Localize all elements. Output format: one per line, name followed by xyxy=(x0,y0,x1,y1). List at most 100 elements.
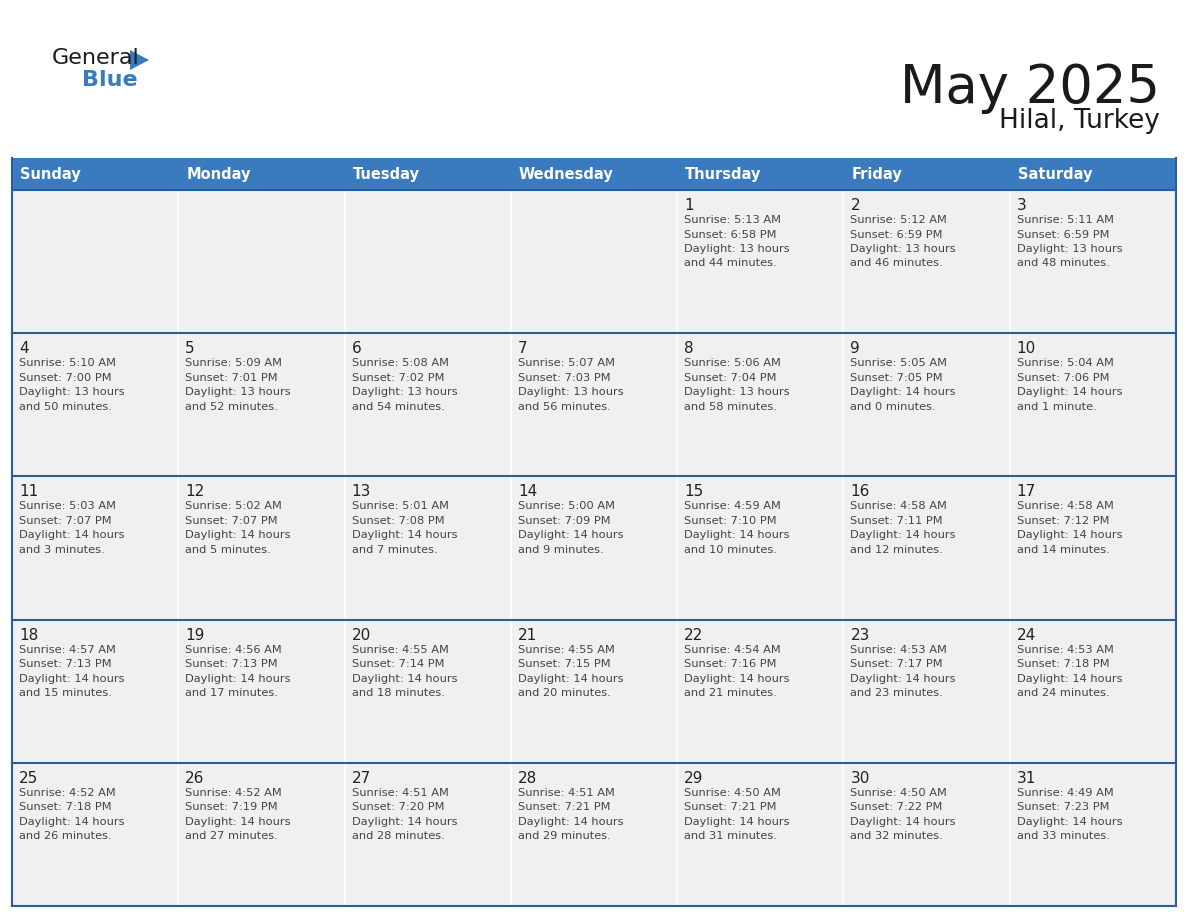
Bar xyxy=(1010,333,1176,476)
Text: 31: 31 xyxy=(1017,771,1036,786)
Text: and 58 minutes.: and 58 minutes. xyxy=(684,402,777,411)
Text: and 15 minutes.: and 15 minutes. xyxy=(19,688,112,698)
Text: Daylight: 13 hours: Daylight: 13 hours xyxy=(185,387,291,397)
Bar xyxy=(677,333,843,476)
Text: Sunset: 7:12 PM: Sunset: 7:12 PM xyxy=(1017,516,1110,526)
Text: 26: 26 xyxy=(185,771,204,786)
Text: 23: 23 xyxy=(851,628,870,643)
Text: and 27 minutes.: and 27 minutes. xyxy=(185,832,278,841)
Text: Sunrise: 4:50 AM: Sunrise: 4:50 AM xyxy=(851,788,947,798)
Text: Sunset: 7:09 PM: Sunset: 7:09 PM xyxy=(518,516,611,526)
Text: 22: 22 xyxy=(684,628,703,643)
Text: and 32 minutes.: and 32 minutes. xyxy=(851,832,943,841)
Text: 14: 14 xyxy=(518,485,537,499)
Bar xyxy=(677,763,843,906)
Bar xyxy=(345,333,511,476)
Bar xyxy=(511,190,677,333)
Text: Sunset: 7:11 PM: Sunset: 7:11 PM xyxy=(851,516,943,526)
Text: Daylight: 14 hours: Daylight: 14 hours xyxy=(1017,531,1123,541)
Text: Sunrise: 4:52 AM: Sunrise: 4:52 AM xyxy=(185,788,282,798)
Bar xyxy=(178,190,345,333)
Text: Wednesday: Wednesday xyxy=(519,166,614,182)
Text: and 56 minutes.: and 56 minutes. xyxy=(518,402,611,411)
Text: Daylight: 14 hours: Daylight: 14 hours xyxy=(185,817,291,827)
Text: Daylight: 14 hours: Daylight: 14 hours xyxy=(518,817,624,827)
Bar xyxy=(1010,158,1176,190)
Bar xyxy=(843,763,1010,906)
Text: Sunrise: 5:05 AM: Sunrise: 5:05 AM xyxy=(851,358,947,368)
Text: Sunset: 7:23 PM: Sunset: 7:23 PM xyxy=(1017,802,1110,812)
Text: and 44 minutes.: and 44 minutes. xyxy=(684,259,777,268)
Bar xyxy=(677,190,843,333)
Bar xyxy=(677,158,843,190)
Text: Sunrise: 4:58 AM: Sunrise: 4:58 AM xyxy=(851,501,947,511)
Text: Sunset: 7:02 PM: Sunset: 7:02 PM xyxy=(352,373,444,383)
Text: and 17 minutes.: and 17 minutes. xyxy=(185,688,278,698)
Text: Thursday: Thursday xyxy=(685,166,762,182)
Text: Daylight: 13 hours: Daylight: 13 hours xyxy=(518,387,624,397)
Text: Sunrise: 5:02 AM: Sunrise: 5:02 AM xyxy=(185,501,283,511)
Text: Sunrise: 5:03 AM: Sunrise: 5:03 AM xyxy=(19,501,116,511)
Bar xyxy=(511,333,677,476)
Text: 10: 10 xyxy=(1017,341,1036,356)
Text: Sunset: 7:17 PM: Sunset: 7:17 PM xyxy=(851,659,943,669)
Text: Tuesday: Tuesday xyxy=(353,166,419,182)
Text: Daylight: 13 hours: Daylight: 13 hours xyxy=(1017,244,1123,254)
Bar xyxy=(1010,190,1176,333)
Text: Sunrise: 4:52 AM: Sunrise: 4:52 AM xyxy=(19,788,115,798)
Bar xyxy=(178,158,345,190)
Text: Sunset: 7:16 PM: Sunset: 7:16 PM xyxy=(684,659,777,669)
Text: 2: 2 xyxy=(851,198,860,213)
Text: Sunset: 7:14 PM: Sunset: 7:14 PM xyxy=(352,659,444,669)
Text: Sunrise: 5:13 AM: Sunrise: 5:13 AM xyxy=(684,215,782,225)
Bar xyxy=(12,158,178,190)
Text: Sunrise: 4:57 AM: Sunrise: 4:57 AM xyxy=(19,644,116,655)
Text: 29: 29 xyxy=(684,771,703,786)
Text: Sunset: 7:13 PM: Sunset: 7:13 PM xyxy=(19,659,112,669)
Text: Sunset: 7:10 PM: Sunset: 7:10 PM xyxy=(684,516,777,526)
Text: May 2025: May 2025 xyxy=(901,62,1159,114)
Text: 6: 6 xyxy=(352,341,361,356)
Text: and 24 minutes.: and 24 minutes. xyxy=(1017,688,1110,698)
Text: Daylight: 14 hours: Daylight: 14 hours xyxy=(1017,387,1123,397)
Text: Daylight: 13 hours: Daylight: 13 hours xyxy=(851,244,956,254)
Text: Daylight: 14 hours: Daylight: 14 hours xyxy=(352,531,457,541)
Text: Sunrise: 5:10 AM: Sunrise: 5:10 AM xyxy=(19,358,116,368)
Bar xyxy=(178,763,345,906)
Bar xyxy=(12,190,178,333)
Text: and 7 minutes.: and 7 minutes. xyxy=(352,545,437,554)
Text: and 12 minutes.: and 12 minutes. xyxy=(851,545,943,554)
Text: Sunset: 7:07 PM: Sunset: 7:07 PM xyxy=(19,516,112,526)
Text: Daylight: 14 hours: Daylight: 14 hours xyxy=(851,531,956,541)
Text: Sunset: 7:08 PM: Sunset: 7:08 PM xyxy=(352,516,444,526)
Text: Sunset: 7:21 PM: Sunset: 7:21 PM xyxy=(684,802,777,812)
Text: and 46 minutes.: and 46 minutes. xyxy=(851,259,943,268)
Text: and 21 minutes.: and 21 minutes. xyxy=(684,688,777,698)
Text: and 10 minutes.: and 10 minutes. xyxy=(684,545,777,554)
Text: Daylight: 13 hours: Daylight: 13 hours xyxy=(352,387,457,397)
Text: Daylight: 14 hours: Daylight: 14 hours xyxy=(19,674,125,684)
Text: Sunset: 7:06 PM: Sunset: 7:06 PM xyxy=(1017,373,1110,383)
Bar xyxy=(843,476,1010,620)
Text: 3: 3 xyxy=(1017,198,1026,213)
Text: Sunrise: 5:07 AM: Sunrise: 5:07 AM xyxy=(518,358,615,368)
Text: 5: 5 xyxy=(185,341,195,356)
Text: 15: 15 xyxy=(684,485,703,499)
Bar xyxy=(178,476,345,620)
Text: Sunrise: 4:51 AM: Sunrise: 4:51 AM xyxy=(518,788,614,798)
Text: Sunrise: 5:01 AM: Sunrise: 5:01 AM xyxy=(352,501,449,511)
Text: Sunrise: 5:00 AM: Sunrise: 5:00 AM xyxy=(518,501,615,511)
Text: and 48 minutes.: and 48 minutes. xyxy=(1017,259,1110,268)
Text: and 5 minutes.: and 5 minutes. xyxy=(185,545,271,554)
Text: 25: 25 xyxy=(19,771,38,786)
Bar xyxy=(178,333,345,476)
Text: Sunday: Sunday xyxy=(20,166,81,182)
Bar xyxy=(345,763,511,906)
Text: 30: 30 xyxy=(851,771,870,786)
Text: and 18 minutes.: and 18 minutes. xyxy=(352,688,444,698)
Text: Daylight: 14 hours: Daylight: 14 hours xyxy=(851,674,956,684)
Text: Sunrise: 4:53 AM: Sunrise: 4:53 AM xyxy=(1017,644,1113,655)
Text: 18: 18 xyxy=(19,628,38,643)
Polygon shape xyxy=(129,50,148,70)
Text: Sunset: 7:20 PM: Sunset: 7:20 PM xyxy=(352,802,444,812)
